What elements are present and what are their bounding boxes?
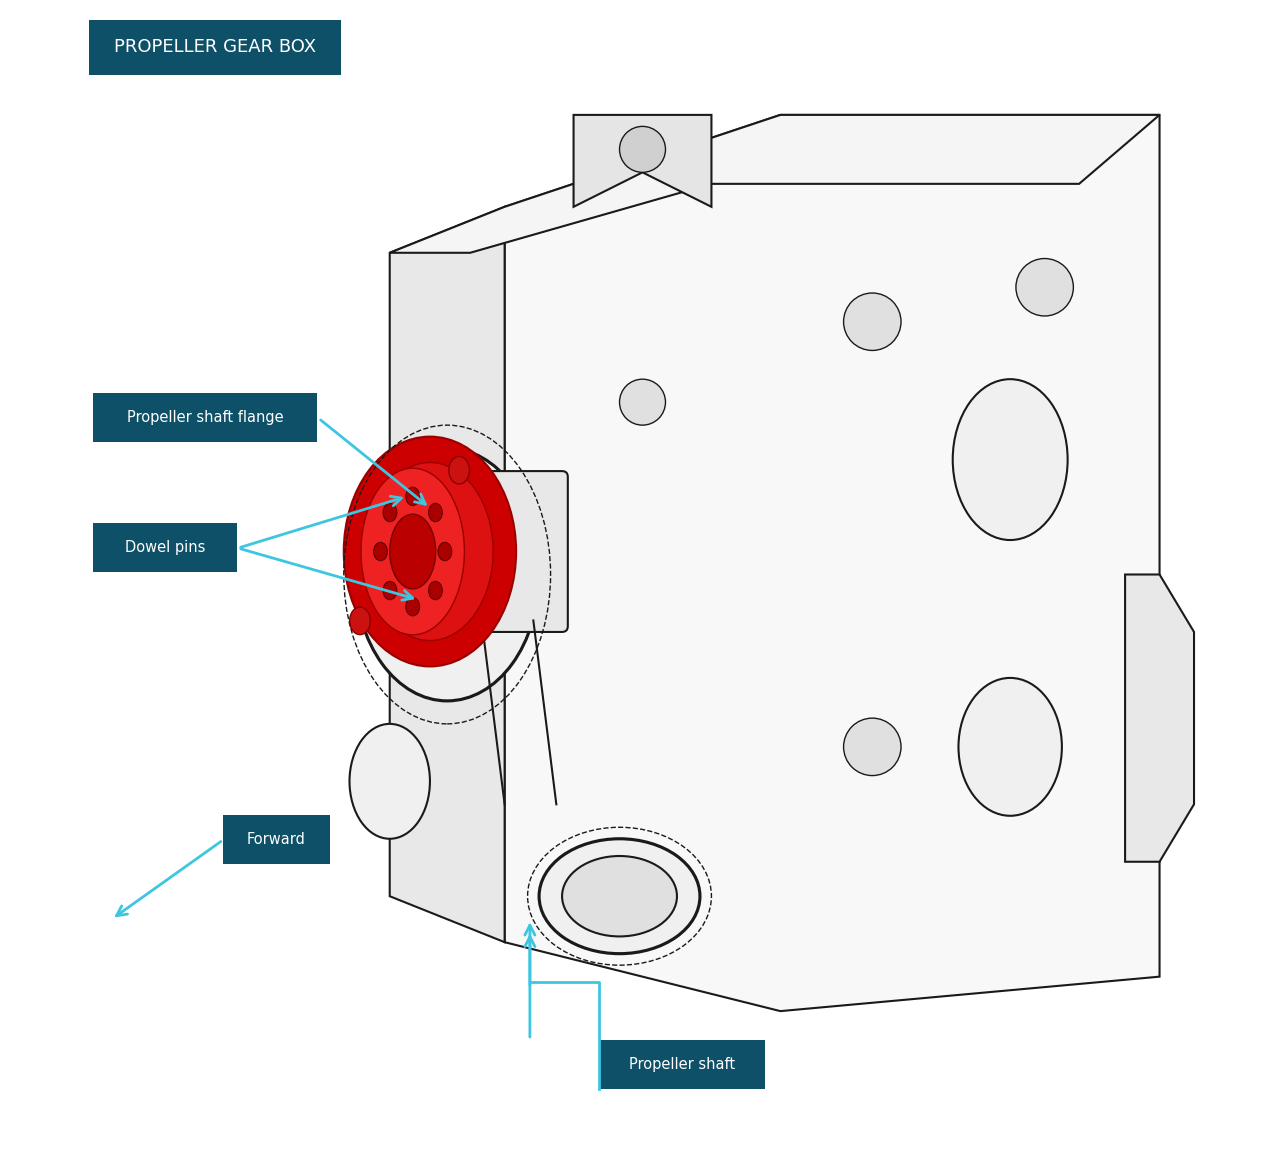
- Ellipse shape: [344, 437, 517, 666]
- Ellipse shape: [429, 581, 442, 600]
- Ellipse shape: [383, 581, 397, 600]
- Ellipse shape: [355, 448, 540, 701]
- FancyBboxPatch shape: [94, 523, 236, 572]
- Text: Forward: Forward: [247, 832, 306, 847]
- FancyBboxPatch shape: [224, 815, 330, 864]
- FancyBboxPatch shape: [442, 471, 568, 632]
- Ellipse shape: [959, 678, 1061, 816]
- Ellipse shape: [406, 487, 420, 506]
- Ellipse shape: [952, 379, 1068, 540]
- Text: Propeller shaft flange: Propeller shaft flange: [127, 410, 284, 425]
- Polygon shape: [573, 115, 712, 207]
- Ellipse shape: [438, 542, 452, 561]
- Ellipse shape: [843, 293, 901, 350]
- Ellipse shape: [350, 724, 430, 839]
- Ellipse shape: [383, 503, 397, 522]
- Ellipse shape: [448, 456, 469, 484]
- FancyBboxPatch shape: [89, 20, 342, 75]
- Ellipse shape: [389, 494, 505, 655]
- Ellipse shape: [406, 597, 420, 616]
- Text: Propeller shaft: Propeller shaft: [630, 1057, 735, 1072]
- Text: Dowel pins: Dowel pins: [125, 540, 206, 555]
- Ellipse shape: [1016, 259, 1073, 316]
- Polygon shape: [389, 115, 1159, 253]
- Ellipse shape: [540, 839, 700, 954]
- Ellipse shape: [843, 718, 901, 776]
- FancyBboxPatch shape: [599, 1040, 766, 1089]
- Ellipse shape: [361, 469, 464, 634]
- Polygon shape: [389, 207, 505, 942]
- Ellipse shape: [429, 503, 442, 522]
- Ellipse shape: [562, 856, 677, 936]
- Ellipse shape: [619, 126, 666, 172]
- Ellipse shape: [374, 542, 387, 561]
- Text: PROPELLER GEAR BOX: PROPELLER GEAR BOX: [114, 38, 316, 56]
- FancyBboxPatch shape: [94, 393, 317, 442]
- Polygon shape: [1126, 574, 1194, 862]
- Polygon shape: [505, 115, 1159, 1011]
- Ellipse shape: [366, 462, 493, 641]
- Ellipse shape: [350, 607, 370, 634]
- Ellipse shape: [389, 515, 436, 588]
- Ellipse shape: [619, 379, 666, 425]
